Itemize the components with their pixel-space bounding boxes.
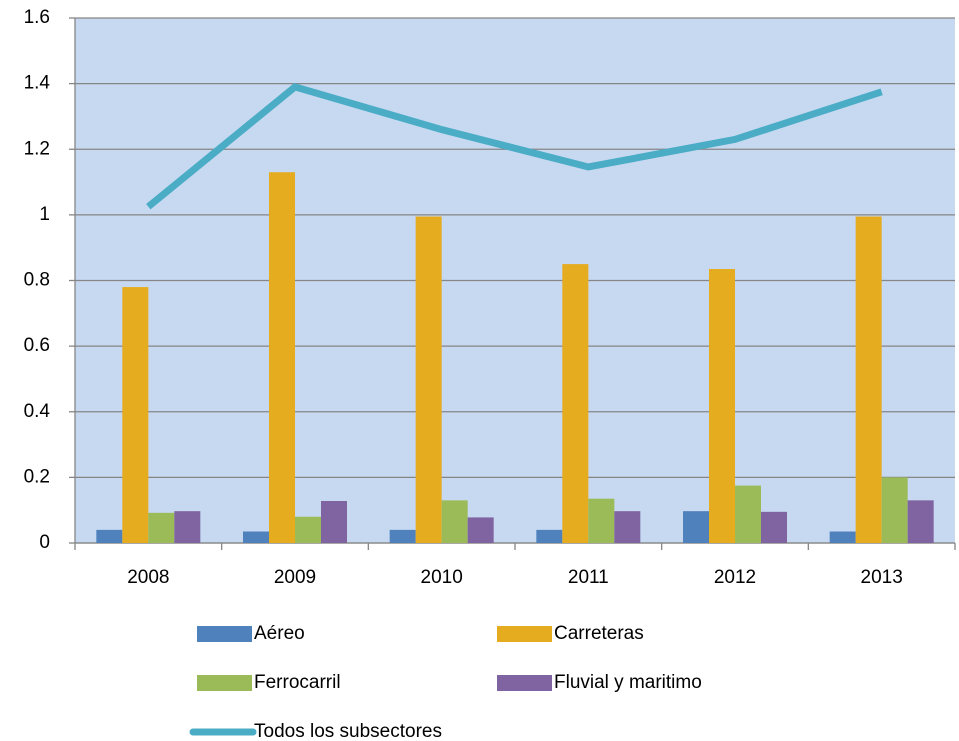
x-tick-label: 2010	[421, 567, 463, 588]
bar	[295, 516, 321, 543]
bar	[761, 511, 787, 543]
x-tick-label: 2012	[714, 567, 756, 588]
y-tick-label: 1.4	[24, 73, 51, 94]
bar	[389, 529, 416, 543]
bar	[588, 498, 615, 543]
y-tick-label: 1	[39, 204, 50, 225]
x-tick-label: 2013	[861, 567, 903, 588]
legend-label: Ferrocarril	[254, 672, 341, 693]
y-tick-label: 1.2	[24, 138, 50, 159]
bar	[907, 500, 934, 543]
bar	[614, 511, 641, 543]
bar	[122, 287, 149, 543]
line	[146, 83, 883, 210]
bar	[536, 529, 563, 543]
bar	[467, 517, 494, 543]
legend-label: Aéreo	[254, 623, 305, 644]
bar	[321, 501, 347, 543]
bar	[269, 172, 295, 543]
legend-label: Todos los subsectores	[254, 721, 442, 741]
legend-label: Carreteras	[554, 623, 644, 644]
bar	[562, 264, 589, 543]
y-tick-label: 0.4	[24, 401, 51, 422]
legend-swatch	[197, 675, 252, 691]
y-tick-label: 0	[39, 532, 50, 553]
x-tick-label: 2008	[127, 567, 169, 588]
bar	[735, 485, 761, 543]
legend-label: Fluvial y maritimo	[554, 672, 702, 693]
x-tick-label: 2011	[568, 567, 609, 588]
bar	[148, 512, 175, 543]
y-tick-label: 0.8	[24, 270, 50, 291]
bar	[415, 216, 442, 543]
legend-swatch	[497, 675, 552, 691]
bar	[881, 477, 908, 543]
bar	[829, 531, 856, 543]
x-tick-label: 2009	[274, 567, 316, 588]
y-tick-label: 0.6	[24, 335, 50, 356]
y-tick-label: 1.6	[24, 7, 50, 28]
y-tick-label: 0.2	[24, 466, 50, 487]
bar	[96, 529, 123, 543]
legend-swatch	[497, 626, 552, 642]
legend-swatch	[197, 626, 252, 642]
bar	[709, 269, 735, 543]
bar	[855, 216, 882, 543]
bar	[441, 500, 468, 543]
bar	[174, 511, 201, 543]
bar	[243, 531, 269, 543]
bar	[683, 511, 709, 543]
